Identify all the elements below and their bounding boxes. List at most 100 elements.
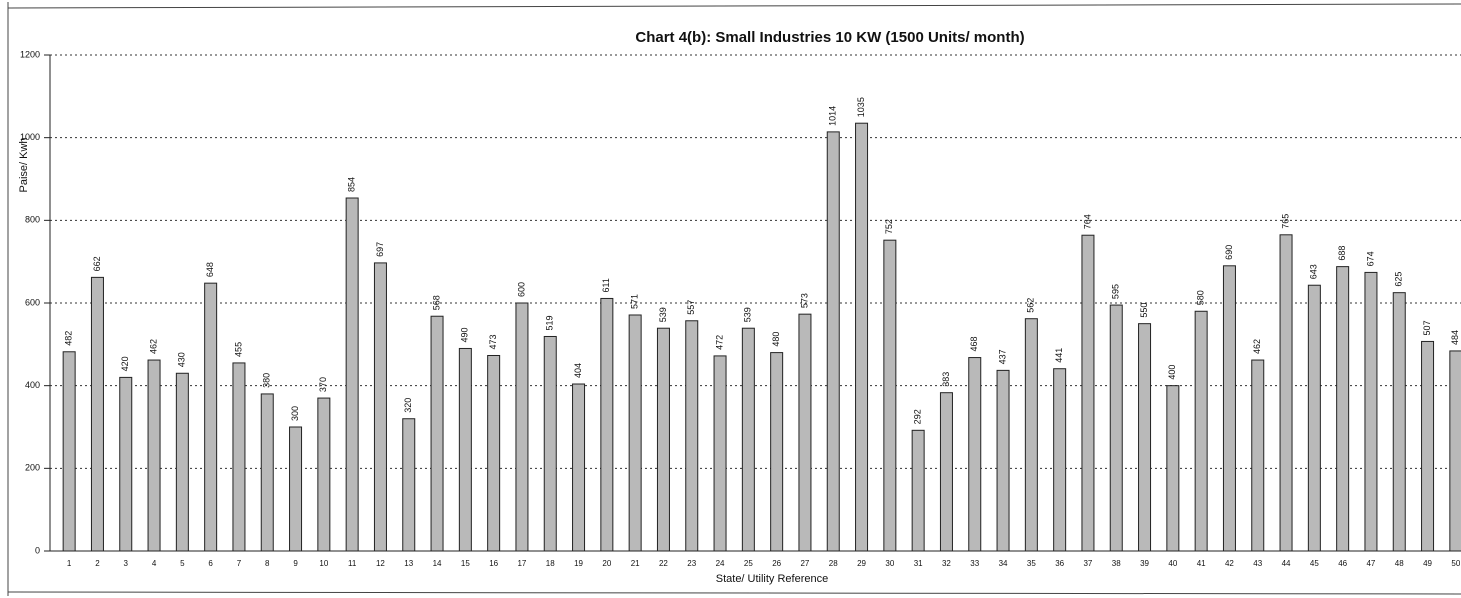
bar [1251,359,1265,552]
data-label: 455 [233,342,243,357]
x-axis-label: State/ Utility Reference [716,573,829,585]
bar [1194,310,1208,552]
data-label: 462 [1252,339,1262,354]
bar [741,327,755,552]
bar [1138,323,1152,552]
x-tick-label: 44 [1282,559,1291,568]
bar [883,239,897,552]
data-label: 1035 [856,97,866,117]
bar [1081,234,1095,552]
data-label: 519 [545,315,555,330]
x-tick-label: 33 [970,559,979,568]
x-tick-label: 49 [1423,559,1432,568]
x-tick-label: 2 [95,559,100,568]
x-tick-label: 8 [265,559,270,568]
bar [1109,304,1123,552]
x-tick-label: 24 [716,559,725,568]
x-tick-label: 48 [1395,559,1404,568]
bar [656,327,670,552]
bar [317,397,331,552]
bar [911,429,925,552]
data-label: 507 [1422,320,1432,335]
x-tick-label: 43 [1253,559,1262,568]
x-tick-label: 47 [1366,559,1375,568]
data-label: 468 [969,337,979,352]
bar [119,376,133,552]
x-tick-label: 5 [180,559,185,568]
data-label: 480 [771,332,781,347]
data-label: 490 [460,327,470,342]
bar [770,352,784,552]
bar [968,357,982,552]
data-label: 571 [630,294,640,309]
x-tick-label: 39 [1140,559,1149,568]
data-label: 430 [177,352,187,367]
x-tick-label: 20 [602,559,611,568]
bar [402,418,416,552]
x-tick-label: 46 [1338,559,1347,568]
bar [1222,265,1236,552]
y-tick-label: 400 [25,380,40,390]
bar [345,197,359,552]
x-tick-label: 36 [1055,559,1064,568]
x-tick-label: 16 [489,559,498,568]
y-tick-label: 1000 [20,132,40,142]
bar [373,262,387,552]
y-tick-label: 200 [25,463,40,473]
data-label: 752 [884,219,894,234]
x-tick-label: 23 [687,559,696,568]
bar [939,392,953,552]
x-tick-label: 35 [1027,559,1036,568]
bar [458,347,472,552]
bar [1336,266,1350,552]
data-label: 484 [1450,330,1460,345]
x-tick-label: 9 [293,559,298,568]
x-tick-label: 50 [1451,559,1460,568]
bar [798,313,812,552]
x-tick-label: 15 [461,559,470,568]
data-label: 765 [1280,214,1290,229]
x-tick-label: 28 [829,559,838,568]
data-label: 462 [148,339,158,354]
frame-top [7,3,1461,9]
bar [515,302,529,552]
bar [713,355,727,552]
data-label: 688 [1337,246,1347,261]
x-tick-label: 30 [885,559,894,568]
data-label: 300 [290,406,300,421]
data-label: 472 [714,335,724,350]
data-label: 568 [431,295,441,310]
x-tick-label: 13 [404,559,413,568]
x-tick-label: 25 [744,559,753,568]
bar [1053,368,1067,552]
y-axis-label: Paise/ Kwh [18,137,30,192]
x-tick-label: 14 [433,559,442,568]
bar [289,426,303,552]
bar [1166,385,1180,552]
data-label: 1014 [828,106,838,126]
data-label: 690 [1224,245,1234,260]
data-label: 380 [262,373,272,388]
bar [1421,340,1435,552]
bar [1392,292,1406,552]
bar [1449,350,1461,552]
x-tick-label: 6 [208,559,213,568]
data-label: 625 [1394,272,1404,287]
data-label: 643 [1309,264,1319,279]
data-label: 595 [1111,284,1121,299]
chart-title: Chart 4(b): Small Industries 10 KW (1500… [635,29,1024,46]
x-tick-label: 22 [659,559,668,568]
x-tick-label: 10 [319,559,328,568]
x-tick-label: 27 [800,559,809,568]
x-tick-label: 40 [1168,559,1177,568]
bar [204,282,218,552]
bar [1364,271,1378,552]
bar [826,131,840,552]
data-label: 539 [743,307,753,322]
bar [1307,284,1321,552]
x-tick-label: 34 [999,559,1008,568]
bar [147,359,161,552]
data-label: 854 [347,177,357,192]
data-label: 580 [1196,290,1206,305]
data-label: 539 [658,307,668,322]
